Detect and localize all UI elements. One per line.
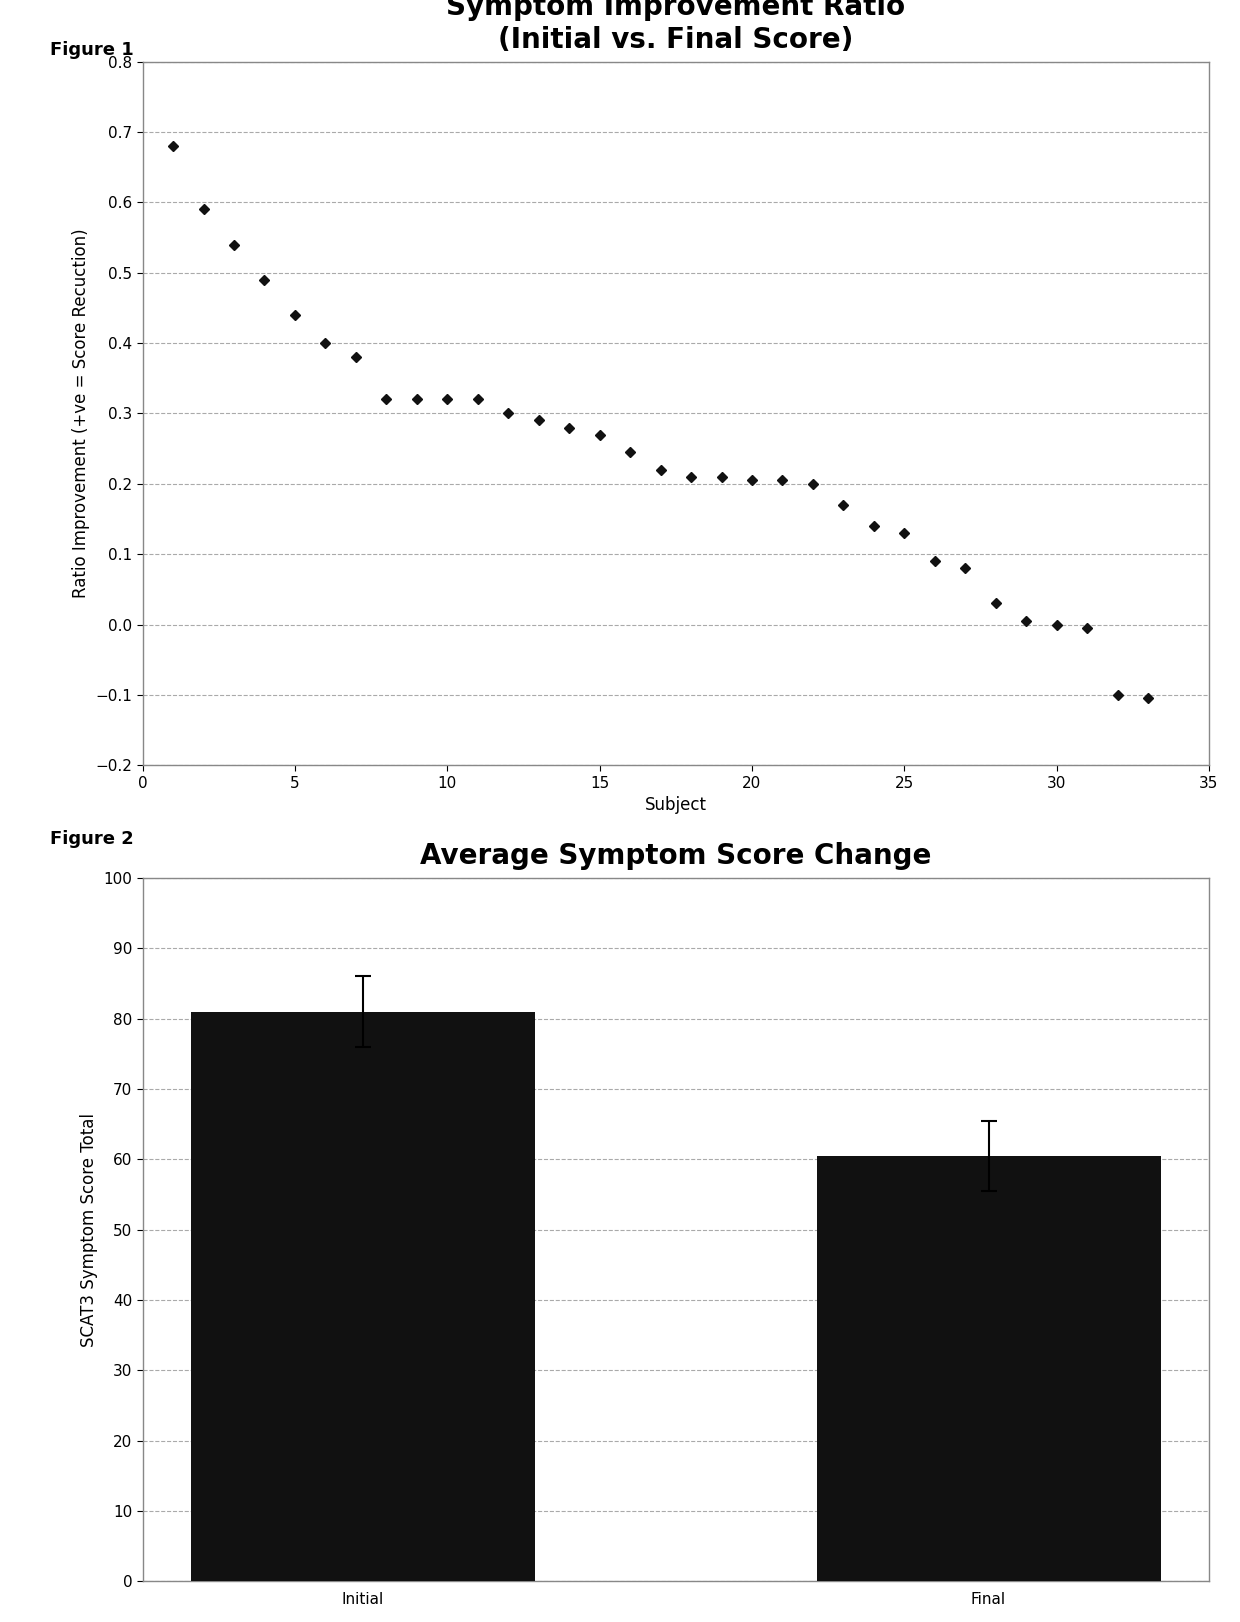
X-axis label: Subject: Subject bbox=[645, 796, 707, 814]
Title: Symptom Improvement Ratio
(Initial vs. Final Score): Symptom Improvement Ratio (Initial vs. F… bbox=[446, 0, 905, 54]
Bar bbox=[191, 1012, 536, 1581]
Bar bbox=[816, 1156, 1161, 1581]
Text: Figure 1: Figure 1 bbox=[50, 41, 134, 58]
Title: Average Symptom Score Change: Average Symptom Score Change bbox=[420, 842, 931, 869]
Text: Figure 2: Figure 2 bbox=[50, 830, 134, 848]
Y-axis label: Ratio Improvement (+ve = Score Recuction): Ratio Improvement (+ve = Score Recuction… bbox=[72, 229, 89, 599]
Y-axis label: SCAT3 Symptom Score Total: SCAT3 Symptom Score Total bbox=[79, 1113, 98, 1346]
